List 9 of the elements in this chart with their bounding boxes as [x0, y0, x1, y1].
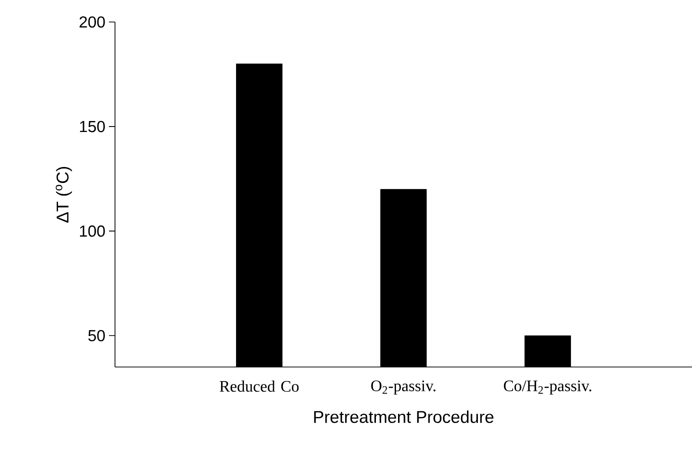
x-tick-label: Reduced Co: [220, 380, 299, 392]
x-tick-label: O$_{2}$-passiv.: [371, 380, 436, 395]
y-tick-label: 50: [88, 330, 105, 342]
y-axis-title: ΔT ($^{o}$C): [56, 166, 72, 223]
x-tick-label: Co/H$_{2}$-passiv.: [504, 380, 592, 395]
y-tick-label: 100: [80, 225, 105, 237]
y-tick-label: 150: [80, 120, 105, 132]
x-axis-title: Pretreatment Procedure: [314, 410, 494, 424]
y-tick-label: 200: [80, 16, 105, 28]
